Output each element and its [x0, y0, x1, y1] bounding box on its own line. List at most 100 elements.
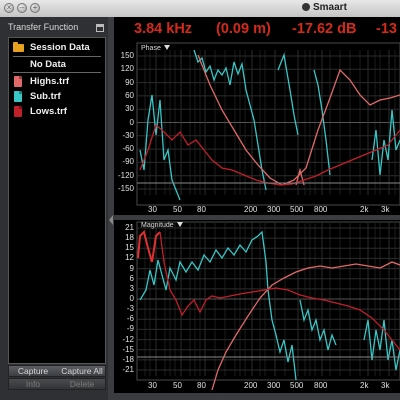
y-tick-label: 3 [129, 283, 134, 293]
phase-trace-sub [193, 49, 267, 191]
x-tick-label: 80 [197, 381, 206, 390]
x-tick-label: 300 [267, 381, 281, 390]
window-title: Smaart [302, 2, 347, 13]
readout-level: -17.62 dB [292, 21, 357, 37]
y-tick-label: 12 [125, 253, 134, 263]
phase-grid [137, 50, 400, 195]
y-tick-label: -15 [122, 344, 134, 354]
list-item-lows[interactable]: Lows.trf [9, 105, 105, 119]
x-tick-label: 800 [314, 381, 328, 390]
phase-trace-highs [197, 54, 400, 186]
y-tick-label: 6 [129, 273, 134, 283]
x-tick-label: 30 [148, 381, 157, 390]
readout-frequency: 3.84 kHz [134, 21, 193, 37]
file-icon [14, 76, 22, 87]
capture-button-bar: Capture Capture All [8, 365, 106, 377]
phase-trace-sub [371, 109, 400, 176]
phase-plot-label[interactable]: Phase [141, 45, 170, 52]
bottom-bar [114, 393, 400, 400]
zoom-window-button[interactable]: + [30, 3, 40, 13]
trace-list: Session Data No Data Highs.trf Sub.trf L… [8, 37, 106, 364]
x-tick-label: 800 [314, 205, 328, 214]
magnitude-trace-lows [159, 231, 400, 351]
x-tick-label: 200 [244, 381, 258, 390]
y-tick-label: 0 [129, 294, 134, 303]
y-tick-label: -6 [126, 314, 134, 324]
y-tick-label: -150 [117, 184, 134, 193]
panel-title: Transfer Function [8, 22, 79, 32]
plot-splitter[interactable] [114, 215, 400, 220]
list-item-no-data: No Data [30, 59, 66, 70]
info-button-bar: Info Delete [8, 378, 106, 390]
magnitude-plot-label[interactable]: Magnitude [141, 222, 183, 229]
x-tick-label: 80 [197, 205, 206, 214]
x-tick-label: 50 [173, 205, 182, 214]
y-tick-label: -18 [122, 354, 134, 364]
list-item-session-data[interactable]: Session Data [9, 41, 105, 55]
x-tick-label: 500 [290, 381, 304, 390]
phase-plot-area [136, 42, 400, 206]
cursor-readout: 3.84 kHz (0.09 m) -17.62 dB -13 [114, 19, 400, 39]
y-tick-label: 0 [129, 117, 134, 127]
y-tick-label: 30 [125, 104, 134, 114]
y-tick-label: -9 [126, 324, 134, 334]
delete-button[interactable]: Delete [69, 379, 95, 389]
y-tick-label: -12 [122, 334, 134, 344]
y-tick-label: -120 [117, 170, 134, 180]
close-window-button[interactable]: × [4, 3, 14, 13]
transfer-function-panel-header: Transfer Function [8, 22, 106, 37]
file-icon [14, 91, 22, 102]
y-tick-label: 9 [129, 263, 134, 273]
x-tick-label: 2k [360, 205, 369, 214]
y-tick-label: 120 [120, 64, 134, 74]
phase-trace-lows [139, 123, 400, 186]
y-tick-label: -90 [122, 157, 134, 167]
x-tick-label: 2k [360, 381, 369, 390]
capture-button[interactable]: Capture [17, 366, 49, 376]
panel-menu-icon[interactable] [96, 24, 104, 32]
x-tick-label: 50 [173, 381, 182, 390]
y-tick-label: -3 [126, 304, 134, 314]
y-tick-label: 90 [125, 77, 134, 87]
phase-traces [139, 49, 400, 201]
collapse-arrow-icon[interactable] [109, 215, 113, 225]
sidebar-splitter[interactable] [108, 17, 114, 400]
readout-phase: -13 [376, 21, 397, 37]
chevron-down-icon [163, 45, 170, 50]
magnitude-traces [137, 230, 400, 391]
magnitude-trace-sub [363, 319, 400, 371]
magnitude-trace-sub [299, 299, 337, 351]
phase-trace-sub [277, 52, 299, 136]
x-tick-label: 30 [148, 205, 157, 214]
minimize-window-button[interactable]: – [17, 3, 27, 13]
capture-all-button[interactable]: Capture All [61, 366, 103, 376]
phase-trace-sub [313, 69, 331, 176]
list-item-highs[interactable]: Highs.trf [9, 75, 105, 89]
magnitude-trace-lows [137, 230, 161, 263]
info-button[interactable]: Info [25, 379, 41, 389]
speaker-icon [302, 3, 310, 11]
y-tick-label: 21 [125, 223, 134, 232]
y-tick-label: 18 [125, 233, 134, 243]
y-tick-label: -21 [122, 365, 134, 374]
chevron-down-icon [176, 222, 183, 227]
x-tick-label: 3k [381, 381, 390, 390]
magnitude-trace-highs [211, 261, 400, 391]
x-tick-label: 200 [244, 205, 258, 214]
folder-icon [13, 42, 24, 52]
y-tick-label: 150 [120, 51, 134, 60]
y-tick-label: -60 [122, 144, 134, 154]
x-tick-label: 3k [381, 205, 390, 214]
y-tick-label: -30 [122, 130, 134, 140]
x-tick-label: 300 [267, 205, 281, 214]
magnitude-trace-sub [139, 230, 297, 381]
x-tick-label: 500 [290, 205, 304, 214]
readout-delay: (0.09 m) [216, 21, 271, 37]
magnitude-grid [137, 222, 400, 376]
divider [13, 72, 101, 73]
list-item-sub[interactable]: Sub.trf [9, 90, 105, 104]
y-tick-label: 60 [125, 90, 134, 100]
divider [13, 56, 101, 57]
y-tick-label: 15 [125, 243, 134, 253]
